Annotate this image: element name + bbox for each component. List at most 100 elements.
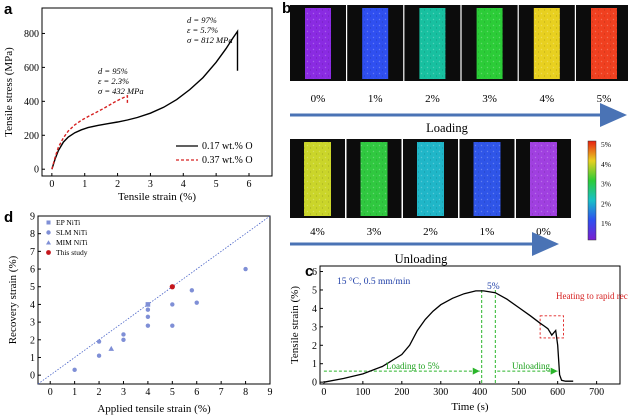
panel-d-y-tick-label: 5 bbox=[30, 282, 35, 293]
panel-d-point-square bbox=[145, 302, 151, 307]
panel-b-loading-specimen-texture bbox=[591, 8, 617, 79]
panel-d-legend-triangle-marker bbox=[46, 240, 51, 245]
panel-c-heating-label: Heating to rapid recovery bbox=[556, 291, 628, 301]
panel-b-loading-specimen-texture bbox=[305, 8, 331, 79]
panel-d-legend-square-marker bbox=[46, 220, 51, 225]
panel-b-unloading-specimen-texture bbox=[530, 142, 557, 216]
panel-a-y-tick-label: 800 bbox=[24, 29, 39, 40]
panel-c-plot-frame bbox=[319, 265, 621, 385]
panel-b-loading-strain-label: 4% bbox=[539, 93, 554, 105]
panel-b-loading-strain-label: 3% bbox=[482, 93, 497, 105]
panel-c-x-tick-label: 200 bbox=[394, 387, 409, 398]
panel-d-y-tick-label: 8 bbox=[30, 229, 35, 240]
panel-d-x-tick-label: 4 bbox=[145, 387, 150, 398]
panel-d-point-circle bbox=[145, 314, 151, 319]
panel-b-unloading-specimen-texture bbox=[473, 142, 501, 216]
panel-c-y-tick-label: 1 bbox=[312, 359, 317, 370]
panel-c-series-line-1 bbox=[323, 290, 574, 383]
panel-c-guides bbox=[323, 289, 564, 384]
panel-d-point-circle bbox=[96, 353, 102, 358]
panel-d-y-axis-label: Recovery strain (%) bbox=[7, 255, 19, 344]
panel-c-loading-label: Loading to 5% bbox=[386, 361, 440, 371]
panel-a-x-tick-label: 5 bbox=[214, 179, 219, 190]
panel-a-x-tick-label: 3 bbox=[148, 179, 153, 190]
panel-a-x-tick-label: 1 bbox=[82, 179, 87, 190]
panel-b-loading-strain-label: 1% bbox=[368, 93, 383, 105]
panel-d-y-tick-label: 3 bbox=[30, 318, 35, 329]
panel-b-loading-specimen-texture bbox=[419, 8, 446, 79]
panel-d-point-circle bbox=[243, 266, 248, 272]
panel-a-annotation-1-line-3: σ = 812 MPa bbox=[187, 35, 233, 45]
panel-d-point-circle bbox=[189, 288, 195, 293]
panel-d-point-circle bbox=[96, 339, 102, 344]
panel-a-annotation-2-line-2: ε = 2.3% bbox=[98, 76, 129, 86]
panel-a-stress-strain-chart: 0 1 2 3 4 5 6 0 200 400 600 800 Tensile strain (%)… bbox=[3, 7, 273, 203]
panel-d-point-triangle bbox=[108, 345, 115, 351]
panel-d-points bbox=[72, 266, 248, 373]
panel-d-y-tick-label: 7 bbox=[30, 247, 35, 258]
panel-d-x-tick-label: 8 bbox=[243, 387, 248, 398]
panel-d-point-circle bbox=[194, 300, 199, 305]
panel-letter-c: c bbox=[305, 263, 313, 280]
panel-c-condition-label: 15 °C, 0.5 mm/min bbox=[337, 276, 410, 287]
panel-b-colorbar-tick-label: 2% bbox=[601, 199, 611, 208]
panel-letter-b: b bbox=[282, 0, 291, 17]
panel-a-x-tick-label: 2 bbox=[115, 179, 120, 190]
panel-c-x-tick-label: 100 bbox=[355, 387, 370, 398]
panel-d-x-axis-label: Applied tensile strain (%) bbox=[97, 403, 211, 415]
panel-a-plot-frame bbox=[41, 7, 273, 177]
panel-b-unloading-strain-label: 3% bbox=[367, 226, 382, 238]
panel-c-x-tick-label: 400 bbox=[472, 387, 487, 398]
panel-c-unloading-label: Unloading bbox=[512, 361, 550, 371]
panel-b-colorbar-tick-label: 3% bbox=[601, 180, 611, 189]
panel-a-legend-label-1: 0.17 wt.% O bbox=[202, 141, 253, 152]
panel-b-loading-label: Loading bbox=[426, 121, 468, 135]
panel-b-strain-maps: 0% 1% 2% 3% 4% 5% 4% 3% 2% 1% 0% Loading Unloadin… bbox=[290, 5, 628, 266]
panel-a-y-tick-label: 0 bbox=[34, 165, 39, 176]
panel-c-y-tick-label: 0 bbox=[312, 378, 317, 389]
panel-a-x-axis-label: Tensile strain (%) bbox=[118, 191, 196, 203]
panel-c-series bbox=[323, 290, 574, 383]
panel-d-point-circle bbox=[170, 323, 175, 328]
panel-d-y-tick-label: 9 bbox=[30, 212, 35, 223]
panel-d-legend: EP NiTi SLM NiTi MIM NiTi This study bbox=[46, 218, 88, 257]
panel-c-peak-label: 5% bbox=[487, 282, 500, 292]
panel-b-loading-strain-label: 5% bbox=[597, 93, 612, 105]
panel-a-y-ticks: 0 200 400 600 800 bbox=[24, 29, 45, 176]
panel-b-colorbar-tick-label: 5% bbox=[601, 140, 611, 149]
panel-d-x-ticks: 0 1 2 3 4 5 6 7 8 9 bbox=[48, 381, 273, 398]
panel-d-x-tick-label: 0 bbox=[48, 387, 53, 398]
panel-a-x-ticks: 0 1 2 3 4 5 6 bbox=[49, 173, 252, 190]
panel-d-y-tick-label: 4 bbox=[30, 300, 35, 311]
panel-c-y-tick-label: 6 bbox=[312, 267, 317, 278]
panel-d-point-circle bbox=[121, 332, 126, 337]
panel-b-colorbar-tick-label: 4% bbox=[601, 160, 611, 169]
panel-d-point-circle bbox=[169, 284, 175, 290]
panel-b-loading-row: 0% 1% 2% 3% 4% 5% bbox=[290, 5, 628, 105]
panel-d-x-tick-label: 6 bbox=[194, 387, 199, 398]
panel-d-legend-label-3: MIM NiTi bbox=[56, 238, 88, 247]
panel-a-x-tick-label: 0 bbox=[49, 179, 54, 190]
panel-a-annotation-2-line-1: d = 95% bbox=[98, 66, 128, 76]
panel-a-annotation-1-line-1: d = 97% bbox=[187, 15, 217, 25]
panel-d-x-tick-label: 5 bbox=[170, 387, 175, 398]
panel-a-x-tick-label: 6 bbox=[247, 179, 252, 190]
panel-b-unloading-row: 4% 3% 2% 1% 0% bbox=[290, 139, 571, 238]
panel-a-y-axis-label: Tensile stress (MPa) bbox=[3, 47, 15, 137]
panel-c-x-tick-label: 700 bbox=[589, 387, 604, 398]
panel-d-legend-label-4: This study bbox=[56, 248, 88, 257]
panel-a-x-tick-label: 4 bbox=[181, 179, 186, 190]
panel-d-legend-red-marker bbox=[46, 250, 51, 255]
panel-a-annotation-1-line-2: ε = 5.7% bbox=[187, 25, 218, 35]
panel-letter-d: d bbox=[4, 209, 13, 226]
panel-c-x-tick-label: 500 bbox=[511, 387, 526, 398]
panel-b-unloading-strain-label: 0% bbox=[536, 226, 551, 238]
panel-b-colorbar-tick-label: 1% bbox=[601, 219, 611, 228]
panel-a-legend-label-2: 0.37 wt.% O bbox=[202, 155, 253, 166]
panel-letter-a: a bbox=[4, 1, 13, 18]
panel-c-x-tick-label: 0 bbox=[321, 387, 326, 398]
panel-b-loading-specimen-texture bbox=[476, 8, 503, 79]
panel-c-x-axis-label: Time (s) bbox=[451, 401, 489, 413]
panel-c-y-ticks: 0 1 2 3 4 5 6 bbox=[312, 267, 323, 389]
